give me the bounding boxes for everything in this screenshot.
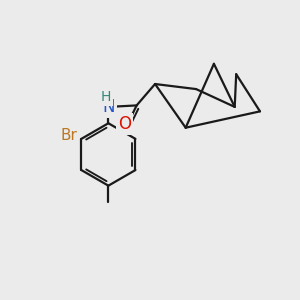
Text: N: N (102, 98, 115, 116)
Text: Br: Br (60, 128, 77, 143)
Text: H: H (101, 90, 111, 104)
Text: O: O (118, 116, 130, 134)
